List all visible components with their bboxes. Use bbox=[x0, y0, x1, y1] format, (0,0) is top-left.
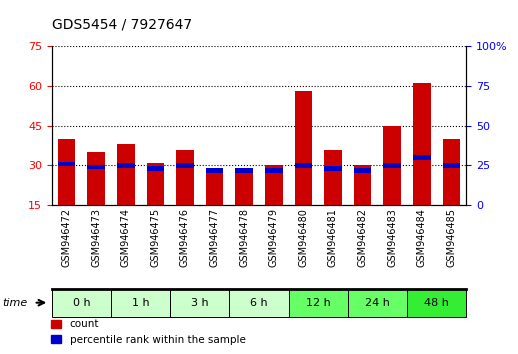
Bar bbox=[57, 139, 76, 205]
Bar bbox=[413, 83, 430, 205]
Text: time: time bbox=[3, 298, 28, 308]
Text: 48 h: 48 h bbox=[424, 298, 449, 308]
Bar bbox=[117, 144, 135, 205]
Bar bbox=[383, 163, 401, 168]
Bar bbox=[176, 163, 194, 168]
Bar bbox=[442, 163, 461, 168]
Text: 0 h: 0 h bbox=[73, 298, 90, 308]
Bar bbox=[265, 168, 283, 173]
Bar bbox=[57, 161, 76, 166]
Bar bbox=[413, 155, 430, 160]
Bar bbox=[354, 168, 371, 173]
Text: 6 h: 6 h bbox=[250, 298, 268, 308]
Bar bbox=[295, 163, 312, 168]
Bar bbox=[147, 163, 164, 205]
Bar bbox=[324, 166, 342, 171]
Bar bbox=[265, 166, 283, 205]
Bar bbox=[88, 152, 105, 205]
Text: 24 h: 24 h bbox=[365, 298, 390, 308]
Text: 12 h: 12 h bbox=[306, 298, 330, 308]
Bar bbox=[324, 149, 342, 205]
Legend: count, percentile rank within the sample: count, percentile rank within the sample bbox=[47, 315, 250, 349]
Bar bbox=[206, 168, 223, 173]
Bar bbox=[176, 149, 194, 205]
Text: 1 h: 1 h bbox=[132, 298, 149, 308]
Bar bbox=[235, 168, 253, 173]
Bar bbox=[383, 126, 401, 205]
Bar bbox=[442, 139, 461, 205]
Bar bbox=[206, 173, 223, 205]
Text: 3 h: 3 h bbox=[191, 298, 209, 308]
Bar bbox=[354, 166, 371, 205]
Bar bbox=[88, 165, 105, 170]
Text: GDS5454 / 7927647: GDS5454 / 7927647 bbox=[52, 18, 192, 32]
Bar bbox=[147, 166, 164, 171]
Bar bbox=[117, 163, 135, 168]
Bar bbox=[295, 91, 312, 205]
Bar bbox=[235, 173, 253, 205]
